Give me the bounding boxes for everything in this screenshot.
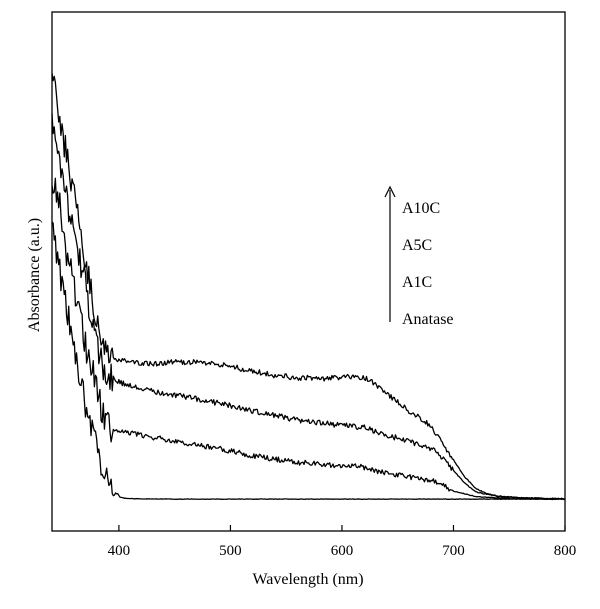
- x-tick-label: 500: [219, 543, 242, 559]
- series-line-anatase: [51, 221, 566, 500]
- x-tick-label: 600: [331, 543, 354, 559]
- x-tick-label: 400: [108, 543, 131, 559]
- x-tick-label: 800: [554, 543, 577, 559]
- legend-label-anatase: Anatase: [402, 311, 454, 328]
- x-axis-title: Wavelength (nm): [252, 571, 363, 588]
- series-group: [51, 73, 566, 501]
- legend-label-a1c: A1C: [402, 274, 432, 291]
- y-axis-title: Absorbance (a.u.): [26, 218, 43, 332]
- x-tick-label: 700: [442, 543, 465, 559]
- plot-frame: [51, 11, 566, 532]
- legend: A10C A5C A1C Anatase: [384, 185, 454, 328]
- x-axis-ticks: 400 500 600 700 800: [108, 525, 577, 559]
- legend-arrow-head-icon: [384, 185, 396, 198]
- series-line-a1c: [51, 177, 566, 501]
- series-line-a10c: [51, 73, 566, 500]
- legend-label-a5c: A5C: [402, 237, 432, 254]
- legend-label-a10c: A10C: [402, 200, 440, 217]
- series-line-a5c: [51, 113, 566, 501]
